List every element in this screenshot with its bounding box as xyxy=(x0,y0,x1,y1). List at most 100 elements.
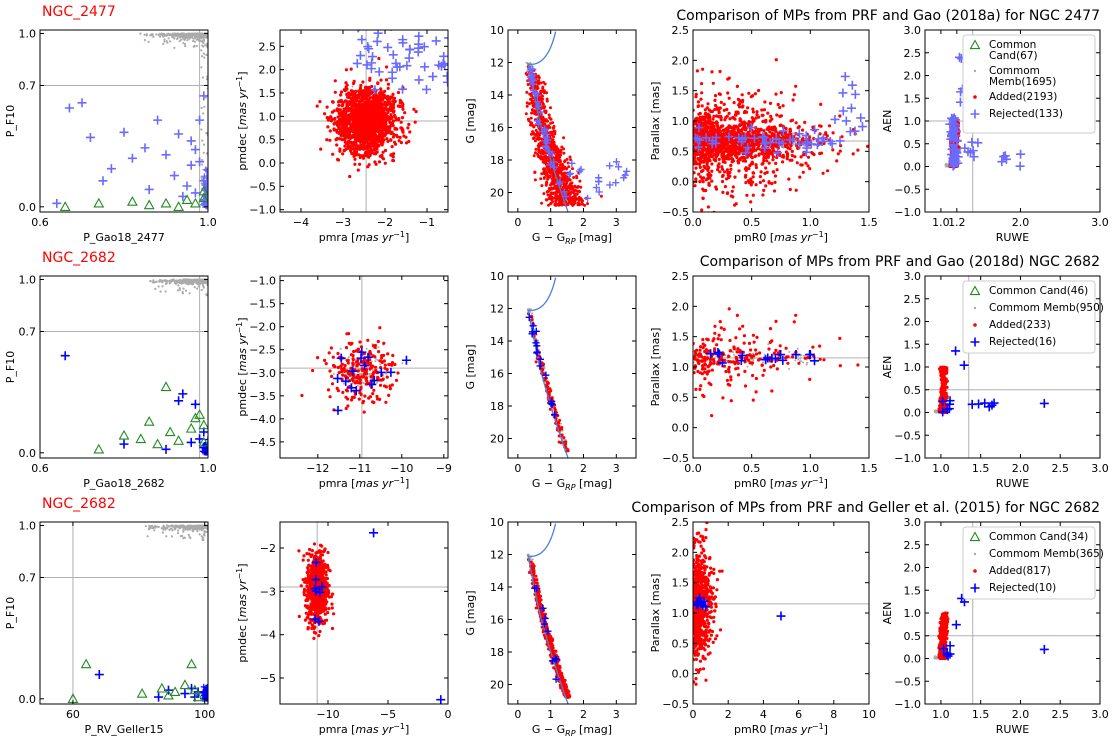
added-point xyxy=(356,168,360,172)
rejected-point xyxy=(368,52,378,62)
added-point xyxy=(393,113,397,118)
added-point xyxy=(544,157,548,161)
rejected-point xyxy=(190,145,200,155)
added-point xyxy=(536,144,540,148)
rejected-point xyxy=(424,7,433,16)
member-point xyxy=(205,78,208,81)
rejected-point xyxy=(439,51,448,61)
added-point xyxy=(801,128,805,132)
rejected-point xyxy=(541,137,549,145)
rejected-point xyxy=(387,2,396,11)
added-point xyxy=(545,190,549,194)
added-point xyxy=(586,202,589,206)
added-point xyxy=(705,163,709,167)
added-point xyxy=(377,56,381,61)
added-point xyxy=(404,141,409,145)
added-point xyxy=(380,135,384,139)
added-point xyxy=(351,81,356,86)
added-point xyxy=(384,78,389,82)
added-point xyxy=(379,78,383,82)
rejected-point xyxy=(541,126,549,134)
added-point xyxy=(391,119,395,123)
y-tick-label: 2.5 xyxy=(259,40,277,53)
added-point xyxy=(373,112,377,116)
rejected-point xyxy=(127,153,137,163)
added-point xyxy=(562,177,566,181)
rejected-point xyxy=(583,194,592,202)
added-point xyxy=(318,100,322,104)
added-point xyxy=(389,138,393,142)
x-tick-label: −3 xyxy=(335,216,351,229)
cluster-label: NGC_2477 xyxy=(42,4,116,20)
rejected-point xyxy=(422,15,431,24)
rejected-point xyxy=(199,91,208,101)
added-point xyxy=(386,139,390,143)
added-point xyxy=(345,83,349,87)
added-point xyxy=(575,189,579,193)
added-point xyxy=(377,100,381,104)
added-point xyxy=(535,85,539,89)
member-point xyxy=(179,34,182,37)
added-point xyxy=(560,203,564,207)
added-point xyxy=(379,87,383,91)
rejected-point xyxy=(606,181,614,189)
added-point xyxy=(706,102,710,106)
rejected-point xyxy=(203,167,208,174)
added-point xyxy=(733,175,737,179)
added-point xyxy=(532,112,536,115)
added-point xyxy=(340,104,344,108)
rejected-point xyxy=(592,183,601,192)
added-point xyxy=(323,112,327,116)
common-cand-point xyxy=(189,197,201,208)
member-point xyxy=(199,32,202,35)
added-point xyxy=(366,137,370,141)
added-point xyxy=(540,201,544,205)
member-point xyxy=(200,163,204,166)
added-point xyxy=(339,93,343,97)
added-point xyxy=(531,99,534,103)
added-point xyxy=(695,69,700,73)
rejected-point xyxy=(428,72,438,82)
added-point xyxy=(542,89,546,93)
added-point xyxy=(762,129,766,133)
added-point xyxy=(325,105,329,109)
added-point xyxy=(798,175,802,179)
rejected-point xyxy=(352,0,361,9)
member-point xyxy=(203,105,206,108)
added-point xyxy=(539,117,543,120)
common-cand-point xyxy=(59,201,71,211)
added-point xyxy=(765,159,769,163)
added-point xyxy=(353,119,358,123)
added-point xyxy=(406,126,410,130)
added-point xyxy=(347,107,351,111)
added-point xyxy=(386,128,390,132)
added-point xyxy=(366,165,370,169)
added-point xyxy=(336,158,341,162)
added-point xyxy=(532,154,536,158)
added-point xyxy=(379,130,383,134)
added-point xyxy=(339,129,343,133)
rejected-point xyxy=(412,3,421,12)
added-point xyxy=(359,88,363,92)
added-point xyxy=(543,154,547,158)
axes-frame xyxy=(39,29,209,213)
added-point xyxy=(344,107,348,111)
added-point xyxy=(722,108,726,112)
added-point xyxy=(336,109,340,113)
added-point xyxy=(374,143,378,147)
added-point xyxy=(356,108,361,112)
added-point xyxy=(550,187,554,191)
rejected-point xyxy=(195,157,205,167)
added-point xyxy=(391,92,395,96)
y-tick-label: 1.0 xyxy=(19,27,37,40)
rejected-point xyxy=(533,98,542,106)
member-point xyxy=(145,34,148,37)
added-point xyxy=(542,170,546,174)
rejected-point xyxy=(186,160,196,170)
added-point xyxy=(534,147,538,151)
added-point xyxy=(368,76,372,80)
added-point xyxy=(744,168,748,172)
added-point xyxy=(531,132,535,136)
member-point xyxy=(201,40,204,44)
added-point xyxy=(354,134,359,138)
